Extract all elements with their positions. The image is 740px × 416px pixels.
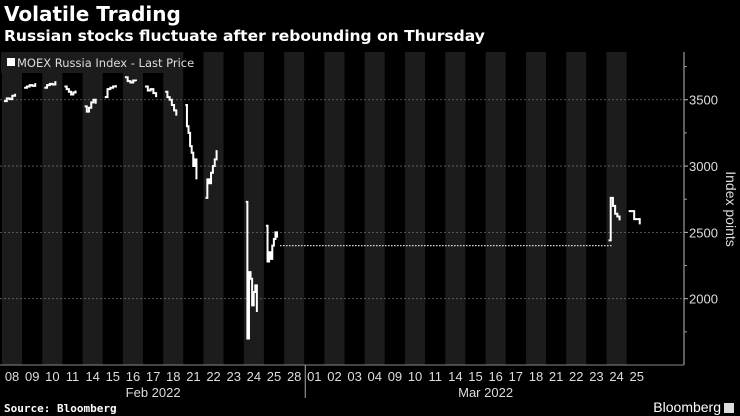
day-stripe [425,52,446,365]
price-series-segment [104,85,117,99]
day-stripe [22,52,43,365]
x-tick-label: 21 [186,369,200,384]
price-series-segment [245,200,258,340]
chart-title: Volatile Trading [4,2,181,26]
x-tick-label: 02 [327,369,341,384]
x-tick-label: 23 [589,369,603,384]
x-tick-label: 03 [347,369,361,384]
brand-name: Bloomberg [653,399,721,415]
price-series-segment [64,85,77,96]
price-series-segment [205,150,218,199]
x-tick-label: 10 [408,369,422,384]
x-tick-label: 25 [267,369,281,384]
price-series-segment [165,90,178,116]
price-series-segment [185,104,198,180]
x-tick-label: 11 [66,369,80,384]
x-tick-label: 16 [488,369,502,384]
y-axis-label: Index points [723,171,739,247]
x-tick-label: 21 [549,369,563,384]
x-tick-label: 01 [307,369,321,384]
month-label: Mar 2022 [458,385,513,400]
x-tick-label: 10 [45,369,59,384]
month-label: Feb 2022 [126,385,181,400]
x-tick-label: 28 [287,369,301,384]
source-note: Source: Bloomberg [4,402,117,415]
day-stripe [2,52,23,365]
day-stripe [405,52,426,365]
legend-label: MOEX Russia Index - Last Price [17,56,194,70]
x-tick-label: 25 [629,369,643,384]
x-tick-label: 24 [609,369,623,384]
day-stripe [505,52,526,365]
x-tick-label: 04 [368,369,382,384]
day-stripe [304,52,325,365]
day-stripe [203,52,224,365]
price-series-segment [84,98,97,113]
x-tick-label: 22 [569,369,583,384]
price-series-segment [265,224,279,263]
price-series-segment [44,81,57,89]
x-tick-label: 16 [126,369,140,384]
day-stripe [122,52,144,365]
day-stripe [223,52,244,365]
x-tick-label: 22 [206,369,220,384]
day-stripe [324,52,345,365]
x-tick-label: 14 [448,369,462,384]
day-stripe [384,52,405,365]
x-tick-label: 17 [146,369,160,384]
x-tick-label: 09 [25,369,39,384]
price-series-segment [4,93,17,103]
day-stripe [586,52,607,365]
price-series-segment [24,83,37,89]
day-stripe [364,52,385,365]
chart-subtitle: Russian stocks fluctuate after reboundin… [4,27,485,45]
x-tick-label: 15 [106,369,120,384]
brand-logo: Bloomberg [653,399,734,415]
day-stripe [163,52,184,365]
y-tick-label: 3500 [689,93,718,108]
day-stripe [566,52,587,365]
y-tick-label: 2500 [689,225,718,240]
x-tick-label: 15 [468,369,482,384]
day-stripe [143,52,164,365]
y-tick-label: 2000 [689,292,718,307]
legend-swatch [7,58,15,66]
x-tick-label: 14 [85,369,99,384]
day-stripe [82,52,103,365]
day-stripe [626,52,647,365]
bloomberg-terminal-icon [724,403,734,413]
day-stripe [102,52,123,365]
legend-box [1,52,182,73]
x-tick-label: 23 [226,369,240,384]
day-stripe [606,52,627,365]
day-stripe [465,52,486,365]
x-tick-label: 18 [529,369,543,384]
x-tick-label: 11 [428,369,442,384]
x-tick-label: 08 [5,369,19,384]
day-stripe [485,52,506,365]
x-tick-label: 17 [509,369,523,384]
price-series-segment [124,76,137,84]
x-tick-label: 09 [388,369,402,384]
day-stripe [42,52,63,365]
day-stripe [284,52,305,365]
price-series-segment [628,210,641,225]
day-stripe [525,52,547,365]
y-tick-label: 3000 [689,159,718,174]
day-stripe [546,52,567,365]
day-stripe [183,52,204,365]
day-stripe [344,52,365,365]
x-tick-label: 24 [247,369,261,384]
day-stripe [62,52,83,365]
x-tick-label: 18 [166,369,180,384]
day-stripe [445,52,466,365]
price-series-segment [608,196,621,242]
day-stripe [263,52,285,365]
price-series-segment [145,85,158,98]
